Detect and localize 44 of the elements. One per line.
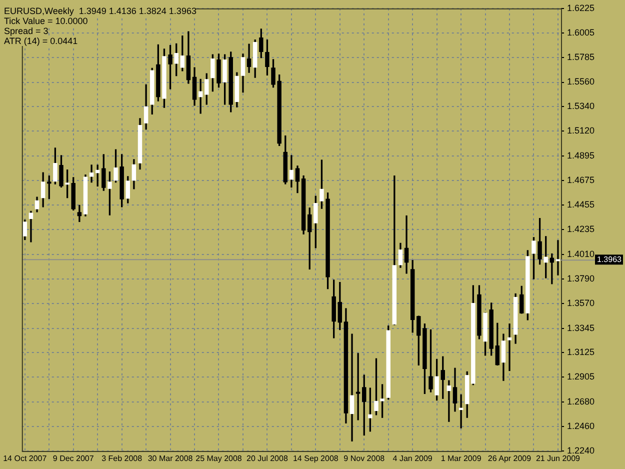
chart-title: EURUSD,Weekly 1.3949 1.4136 1.3824 1.3963 xyxy=(4,6,196,16)
y-tick-label: 1.2240 xyxy=(567,445,595,456)
y-tick-label: 1.5560 xyxy=(567,76,595,87)
y-tick-label: 1.5120 xyxy=(567,126,595,136)
x-tick-label: 20 Jul 2008 xyxy=(246,454,288,464)
x-tick-label: 14 Sep 2008 xyxy=(292,454,339,464)
candlestick xyxy=(446,380,452,422)
candlestick xyxy=(350,334,354,442)
annotation: ATR (14) = 0.0441 xyxy=(4,36,78,46)
ref-line-label: 1.3963 xyxy=(597,254,622,264)
candlestick xyxy=(28,210,34,242)
candlestick xyxy=(89,164,94,183)
annotation: Tick Value = 10.0000 xyxy=(4,16,88,26)
y-tick-label: 1.4010 xyxy=(567,248,595,259)
candlestick xyxy=(356,353,360,420)
x-tick-label: 9 Nov 2008 xyxy=(344,454,386,464)
y-tick-label: 1.3790 xyxy=(567,273,595,284)
y-tick-label: 1.3345 xyxy=(567,322,595,333)
y-tick-label: 1.2460 xyxy=(567,421,595,432)
y-tick-label: 1.4895 xyxy=(567,150,595,161)
x-tick-label: 14 Oct 2007 xyxy=(3,454,48,464)
x-tick-label: 4 Jan 2009 xyxy=(392,454,433,464)
y-tick-label: 1.5340 xyxy=(567,101,595,112)
y-tick-label: 1.4235 xyxy=(567,224,595,234)
y-tick-label: 1.3125 xyxy=(567,347,595,358)
x-tick-label: 25 May 2008 xyxy=(196,454,242,464)
y-tick-label: 1.2905 xyxy=(567,372,595,382)
x-tick-label: 3 Feb 2008 xyxy=(102,454,143,464)
x-tick-label: 30 Mar 2008 xyxy=(148,454,194,464)
annotation: Spread = 3 xyxy=(4,26,48,36)
y-tick-label: 1.5785 xyxy=(567,52,595,62)
candlestick xyxy=(507,324,512,372)
y-tick-label: 1.6225 xyxy=(567,2,595,13)
y-tick-label: 1.6005 xyxy=(567,27,595,38)
x-tick-label: 26 Apr 2009 xyxy=(488,454,532,464)
y-tick-label: 1.2680 xyxy=(567,396,595,407)
y-tick-label: 1.4455 xyxy=(567,199,595,210)
x-tick-label: 21 Jun 2009 xyxy=(536,454,581,464)
x-tick-label: 1 Mar 2009 xyxy=(440,454,482,464)
x-tick-label: 9 Dec 2007 xyxy=(52,454,94,464)
candlestick xyxy=(77,204,82,222)
candlestick xyxy=(404,215,409,274)
y-tick-label: 1.4675 xyxy=(567,175,595,186)
y-tick-label: 1.3570 xyxy=(567,298,595,308)
